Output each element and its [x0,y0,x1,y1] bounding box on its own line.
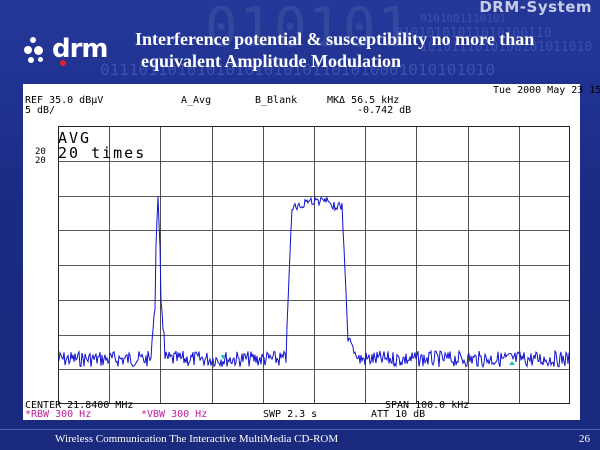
logo-text: drm [52,34,109,64]
spectrum-trace [58,195,570,369]
logo-dot-icon [24,46,32,54]
footer-page-number: 26 [579,433,590,445]
analyzer-trace-b: B_Blank [255,95,298,106]
analyzer-span: SPAN 100.0 kHz [385,400,470,411]
spectrum-analyzer-screen: Tue 2000 May 23 15:14 REF 35.0 dBµV A_Av… [23,84,600,420]
analyzer-marker-delta: MKΔ 56.5 kHz [327,95,400,106]
analyzer-ref-level: REF 35.0 dBµV [25,95,104,106]
plot-border [58,126,570,404]
analyzer-attenuation: ATT 10 dB [371,409,426,420]
background-binary-line: 0111011010101010101010110101000101010101… [100,60,495,79]
footer-course-title: Wireless Communication The Interactive M… [55,433,339,445]
slide-title-line-2: equivalent Amplitude Modulation [141,51,402,71]
side-indicator-top: 20 [35,147,46,157]
background-binary-big: 010101 [205,0,413,59]
marker-delta-icon [509,361,515,365]
logo-dot-icon [28,57,34,63]
analyzer-trace-a: A_Avg [181,95,212,106]
analyzer-datetime: Tue 2000 May 23 15:14 [493,85,600,96]
marker-reference-icon [221,355,225,360]
analyzer-marker-level: -0.742 dB [357,105,412,116]
analyzer-vbw: *VBW 300 Hz [141,409,208,420]
spectrum-plot [58,126,570,404]
footer-divider [0,429,600,430]
background-binary-line: 01010101011010100110 [395,26,552,41]
logo-dot-icon [34,46,43,55]
background-binary-line: 1010111010100101011010 [420,40,593,55]
drm-system-label: DRM-System [479,0,592,16]
drm-logo: drm [24,34,114,74]
logo-red-dot-icon [60,60,66,66]
avg-label: AVG [58,129,92,147]
logo-dot-icon [38,57,43,62]
analyzer-sweep-time: SWP 2.3 s [263,409,318,420]
slide-title: Interference potential & susceptibility … [135,28,595,72]
side-indicator: 20 20 [35,148,46,166]
side-indicator-bottom: 20 [35,156,46,166]
avg-annotation: AVG 20 times [58,131,146,161]
analyzer-scale: 5 dB/ [25,105,56,116]
avg-count: 20 times [58,144,147,162]
background-binary-line: 0101001110101 [420,12,507,25]
slide-title-line-1: Interference potential & susceptibility … [135,29,535,49]
analyzer-center-frequency: CENTER 21.8400 MHz [25,400,134,411]
logo-dot-icon [30,37,36,43]
analyzer-rbw: *RBW 300 Hz [25,409,92,420]
